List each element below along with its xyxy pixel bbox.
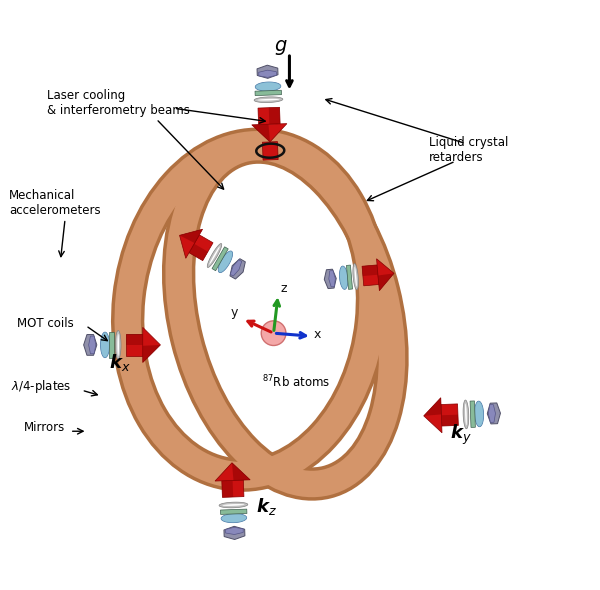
Text: $\boldsymbol{k}_z$: $\boldsymbol{k}_z$ bbox=[256, 496, 277, 517]
Polygon shape bbox=[362, 265, 378, 276]
Polygon shape bbox=[230, 260, 242, 276]
Polygon shape bbox=[218, 251, 233, 273]
Polygon shape bbox=[424, 398, 442, 433]
Polygon shape bbox=[83, 335, 97, 355]
Polygon shape bbox=[230, 258, 245, 279]
Text: $g$: $g$ bbox=[274, 38, 287, 57]
Polygon shape bbox=[222, 480, 233, 497]
Polygon shape bbox=[212, 247, 228, 271]
Polygon shape bbox=[346, 265, 353, 289]
Text: Laser cooling
& interferometry beams: Laser cooling & interferometry beams bbox=[47, 89, 190, 117]
Polygon shape bbox=[179, 230, 203, 258]
Polygon shape bbox=[329, 271, 335, 287]
Polygon shape bbox=[362, 265, 379, 286]
Polygon shape bbox=[221, 514, 247, 523]
Polygon shape bbox=[101, 332, 109, 358]
Polygon shape bbox=[215, 463, 250, 481]
Polygon shape bbox=[488, 405, 496, 422]
Circle shape bbox=[261, 321, 286, 346]
Polygon shape bbox=[126, 334, 143, 356]
Text: $\boldsymbol{k}_y$: $\boldsymbol{k}_y$ bbox=[450, 422, 472, 447]
Text: Mirrors: Mirrors bbox=[24, 421, 65, 434]
Polygon shape bbox=[258, 107, 280, 124]
Polygon shape bbox=[252, 124, 287, 142]
Polygon shape bbox=[218, 251, 233, 273]
Polygon shape bbox=[207, 244, 222, 267]
Polygon shape bbox=[232, 463, 250, 480]
Polygon shape bbox=[262, 142, 278, 160]
Polygon shape bbox=[115, 330, 121, 359]
Text: Mechanical
accelerometers: Mechanical accelerometers bbox=[10, 189, 101, 217]
Polygon shape bbox=[255, 82, 281, 91]
Text: z: z bbox=[280, 282, 287, 295]
Text: $^{87}$Rb atoms: $^{87}$Rb atoms bbox=[262, 374, 330, 391]
Polygon shape bbox=[89, 336, 96, 354]
Polygon shape bbox=[257, 65, 278, 78]
Text: MOT coils: MOT coils bbox=[17, 317, 74, 330]
Polygon shape bbox=[255, 82, 281, 91]
Polygon shape bbox=[252, 124, 270, 142]
Polygon shape bbox=[224, 526, 245, 539]
Polygon shape bbox=[179, 230, 203, 243]
Polygon shape bbox=[259, 70, 277, 77]
Polygon shape bbox=[465, 404, 467, 425]
Polygon shape bbox=[441, 404, 458, 426]
Polygon shape bbox=[463, 400, 469, 429]
Polygon shape bbox=[189, 235, 213, 261]
Polygon shape bbox=[340, 266, 348, 289]
Polygon shape bbox=[101, 332, 109, 358]
Polygon shape bbox=[475, 401, 484, 427]
Polygon shape bbox=[378, 273, 394, 291]
Polygon shape bbox=[324, 269, 336, 289]
Polygon shape bbox=[377, 259, 394, 291]
Polygon shape bbox=[475, 401, 484, 427]
Text: x: x bbox=[314, 328, 321, 341]
Text: Liquid crystal
retarders: Liquid crystal retarders bbox=[429, 136, 509, 164]
Polygon shape bbox=[257, 99, 280, 101]
Polygon shape bbox=[209, 247, 220, 264]
Polygon shape bbox=[353, 264, 358, 290]
Polygon shape bbox=[254, 97, 283, 103]
Polygon shape bbox=[340, 266, 348, 289]
Polygon shape bbox=[109, 332, 113, 358]
Polygon shape bbox=[442, 415, 458, 426]
Polygon shape bbox=[470, 401, 475, 427]
Text: $\lambda$/4-plates: $\lambda$/4-plates bbox=[11, 378, 71, 395]
Polygon shape bbox=[118, 334, 119, 356]
Polygon shape bbox=[424, 398, 442, 416]
Text: y: y bbox=[231, 306, 238, 319]
Polygon shape bbox=[143, 345, 160, 362]
Polygon shape bbox=[226, 527, 243, 535]
Polygon shape bbox=[219, 502, 248, 508]
Polygon shape bbox=[487, 403, 500, 424]
Polygon shape bbox=[222, 480, 244, 497]
Text: $\boldsymbol{k}_x$: $\boldsymbol{k}_x$ bbox=[109, 352, 131, 373]
Polygon shape bbox=[255, 90, 281, 96]
Polygon shape bbox=[355, 267, 357, 287]
Polygon shape bbox=[221, 514, 247, 523]
Polygon shape bbox=[220, 509, 247, 514]
Polygon shape bbox=[223, 504, 244, 506]
Polygon shape bbox=[189, 244, 208, 261]
Polygon shape bbox=[143, 327, 160, 362]
Polygon shape bbox=[126, 334, 143, 345]
Polygon shape bbox=[269, 107, 280, 124]
